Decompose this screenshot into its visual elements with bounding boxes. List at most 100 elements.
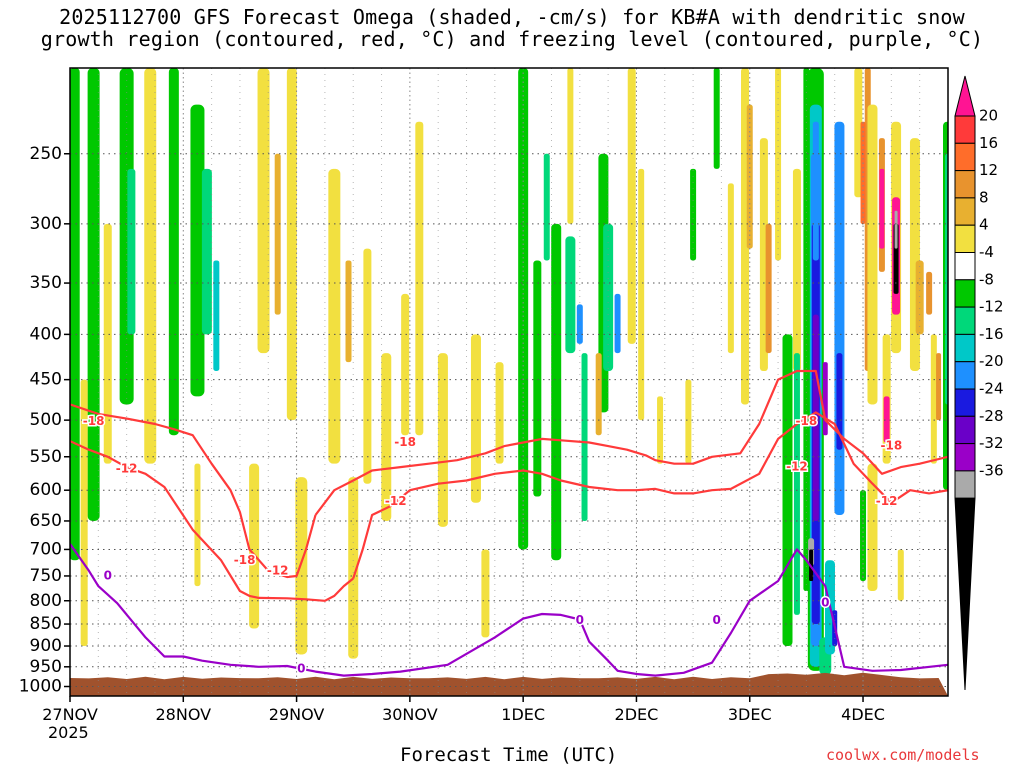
y-tick-label: 250 — [30, 144, 62, 164]
omega-cell — [70, 68, 80, 561]
omega-cell — [328, 168, 341, 464]
omega-cell — [381, 353, 392, 521]
colorbar-label: 12 — [979, 161, 998, 179]
colorbar-label: -28 — [979, 407, 1004, 425]
colorbar-swatch — [954, 470, 976, 499]
omega-cell — [567, 68, 574, 224]
omega-cell — [894, 210, 898, 249]
contour-line — [70, 543, 948, 677]
colorbar-label: -24 — [979, 380, 1004, 398]
omega-cell — [533, 260, 542, 497]
title-line-1: 2025112700 GFS Forecast Omega (shaded, -… — [59, 5, 965, 29]
gridlines — [70, 68, 948, 696]
x-tick-label: 4DEC — [841, 705, 885, 724]
x-tick-label: 1DEC — [501, 705, 545, 724]
omega-shading — [70, 68, 948, 675]
omega-cell — [249, 463, 260, 629]
colorbar-bottom-arrow — [954, 497, 976, 691]
x-tick-label: 2DEC — [615, 705, 659, 724]
colorbar-label: -32 — [979, 434, 1004, 452]
omega-cell — [194, 463, 201, 587]
omega-cell — [201, 168, 212, 335]
omega-cell — [495, 362, 504, 464]
colorbar-label: 16 — [979, 134, 998, 152]
colorbar-top-arrow — [954, 75, 976, 117]
omega-cell — [595, 353, 602, 436]
omega-cell — [690, 168, 697, 261]
omega-cell — [627, 68, 636, 344]
dgz-contour-label: -18 — [83, 414, 105, 428]
y-tick-label: 350 — [30, 273, 62, 293]
omega-cell — [614, 293, 621, 354]
x-tick-label: 30NOV — [382, 705, 438, 724]
omega-cell — [543, 153, 550, 261]
y-tick-label: 700 — [30, 539, 62, 559]
x-tick-label: 28NOV — [155, 705, 211, 724]
omega-cell — [936, 353, 942, 421]
omega-cell — [926, 271, 933, 315]
colorbar-swatch — [954, 224, 976, 253]
omega-cell — [834, 121, 845, 516]
omega-cell — [345, 260, 352, 363]
colorbar-swatch — [954, 333, 976, 363]
omega-cell — [854, 68, 863, 198]
y-tick-label: 900 — [30, 636, 62, 656]
contour-line — [70, 440, 354, 602]
colorbar-swatch — [954, 306, 976, 335]
omega-cell — [565, 236, 576, 354]
contour-labels: -18 -12 -18 -12 -18 -12 -18 -12 -18 -12 0 0 0 0 0 — [81, 413, 903, 677]
title-line-2: growth region (contoured, red, °C) and f… — [40, 27, 984, 51]
colorbar-label: 4 — [979, 216, 989, 234]
omega-cell — [168, 68, 179, 436]
dgz-contour-label: -18 — [394, 435, 416, 449]
omega-cell — [415, 121, 424, 436]
omega-cell — [867, 104, 878, 405]
contour-line — [352, 411, 948, 579]
omega-cell — [822, 362, 828, 436]
freezing-contour-label: 0 — [713, 613, 721, 627]
omega-cell — [348, 477, 359, 659]
y-axis: 2503003504004505005506006507007508008509… — [19, 144, 70, 697]
colorbar-label: -16 — [979, 325, 1004, 343]
omega-cell — [576, 304, 583, 344]
omega-cell — [213, 260, 220, 372]
y-tick-label: 500 — [30, 410, 62, 430]
omega-cell — [470, 334, 481, 503]
omega-cell — [657, 396, 664, 464]
y-tick-label: 450 — [30, 370, 62, 390]
omega-cell — [257, 68, 270, 354]
x-axis: 27NOV 28NOV 29NOV 30NOV 1DEC 2DEC 3DEC 4DEC 2025 — [42, 696, 885, 742]
omega-cell — [812, 314, 819, 521]
y-tick-label: 600 — [30, 480, 62, 500]
colorbar-swatch — [954, 361, 976, 390]
omega-cell — [685, 379, 692, 464]
dgz-contour-label: -12 — [876, 494, 898, 508]
colorbar-label: 20 — [979, 107, 998, 125]
omega-cell — [103, 223, 112, 464]
contour-line — [70, 403, 317, 579]
omega-cell — [581, 353, 588, 521]
omega-cell — [897, 549, 904, 601]
colorbar: 20 16 12 8 4 -4 -8 -12 -16 -20 -24 -28 -32 -36 — [954, 75, 1004, 691]
omega-cell — [727, 183, 734, 354]
source-credit: coolwx.com/models — [826, 746, 980, 764]
colorbar-swatch — [954, 170, 976, 199]
omega-cell — [363, 248, 372, 484]
omega-cell — [836, 353, 843, 450]
omega-cell — [144, 68, 157, 464]
dgz-contour-label: -18 — [234, 553, 256, 567]
dgz-contour-label: -18 — [881, 439, 903, 453]
omega-cell — [909, 138, 920, 372]
omega-cell — [915, 260, 924, 335]
colorbar-label: 8 — [979, 188, 989, 206]
omega-cell — [812, 121, 819, 261]
colorbar-label: -20 — [979, 352, 1004, 370]
x-axis-title: Forecast Time (UTC) — [400, 744, 618, 766]
x-tick-label: 29NOV — [269, 705, 325, 724]
chart-title: 2025112700 GFS Forecast Omega (shaded, -… — [0, 6, 1024, 50]
dgz-contour-label: -12 — [385, 494, 407, 508]
y-tick-label: 400 — [30, 324, 62, 344]
terrain-band — [70, 672, 948, 696]
omega-cell — [879, 168, 885, 249]
